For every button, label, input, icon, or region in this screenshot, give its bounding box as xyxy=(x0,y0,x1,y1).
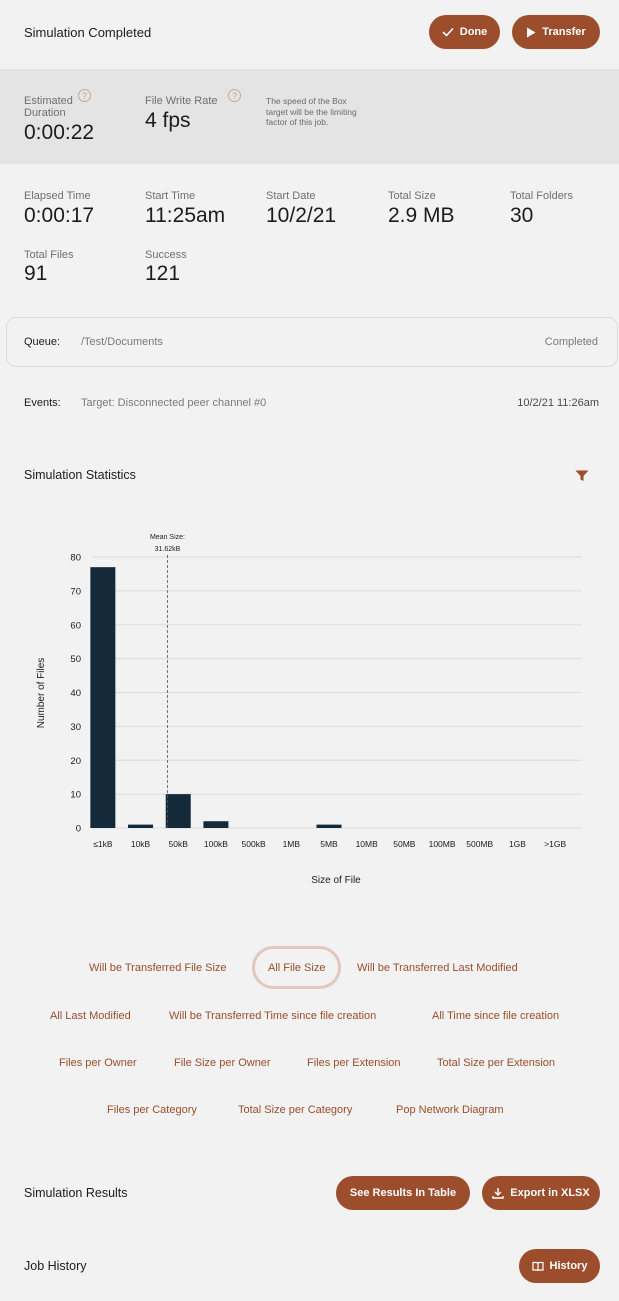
stat-label: Success xyxy=(145,249,187,261)
x-tick-label: 1GB xyxy=(509,839,526,849)
x-tick-label: 500kB xyxy=(242,839,266,849)
filter-icon[interactable] xyxy=(575,470,589,482)
x-tick-label: ≤1kB xyxy=(93,839,113,849)
y-tick-label: 10 xyxy=(70,790,81,801)
x-tick-label: 100kB xyxy=(204,839,228,849)
x-axis-label: Size of File xyxy=(311,875,361,886)
filter-files-per-extension[interactable]: Files per Extension xyxy=(307,1057,401,1069)
bar-100kB xyxy=(203,821,229,828)
y-tick-label: 40 xyxy=(70,688,81,699)
rate-help-icon[interactable]: ? xyxy=(228,89,241,102)
export-xlsx-button[interactable]: Export in XLSX xyxy=(482,1176,600,1210)
chart-grid xyxy=(92,556,582,829)
stat-value: 91 xyxy=(24,262,48,285)
stat-value: 10/2/21 xyxy=(266,204,337,227)
y-tick-label: 80 xyxy=(70,553,81,564)
y-axis-ticks: 0 10 20 30 40 50 60 70 80 xyxy=(70,553,81,835)
y-tick-label: 50 xyxy=(70,654,81,665)
mean-annotation: Mean Size: 31.62kB xyxy=(150,534,185,828)
y-tick-label: 60 xyxy=(70,620,81,631)
file-size-histogram: 0 10 20 30 40 50 60 70 80 ≤1kB 10kB 50kB 100kB 500kB… xyxy=(36,534,582,886)
transfer-button[interactable]: Transfer xyxy=(512,15,600,49)
mean-annotation-value: 31.62kB xyxy=(155,546,181,553)
x-tick-label: 100MB xyxy=(429,839,456,849)
queue-row[interactable] xyxy=(6,317,618,367)
x-tick-label: 50kB xyxy=(169,839,189,849)
filter-all-file-size[interactable]: All File Size xyxy=(268,962,326,974)
job-history-title: Job History xyxy=(24,1259,87,1273)
bar-50kB xyxy=(165,794,191,828)
duration-help-icon[interactable]: ? xyxy=(78,89,91,102)
rate-note: The speed of the Box target will be the … xyxy=(266,96,357,127)
stat-value: 2.9 MB xyxy=(388,204,455,227)
download-icon xyxy=(492,1188,504,1199)
stat-value: 0:00:17 xyxy=(24,204,95,227)
filter-total-size-per-category[interactable]: Total Size per Category xyxy=(238,1104,353,1116)
file-write-rate-label: File Write Rate xyxy=(145,95,218,107)
stat-value: 11:25am xyxy=(145,204,226,227)
stat-label: Total Files xyxy=(24,249,74,261)
queue-path: /Test/Documents xyxy=(81,336,163,348)
results-title: Simulation Results xyxy=(24,1186,128,1200)
stat-label: Total Folders xyxy=(510,190,573,202)
active-filter-indicator xyxy=(252,946,341,989)
stat-label: Elapsed Time xyxy=(24,190,91,202)
filter-all-last-modified[interactable]: All Last Modified xyxy=(50,1010,131,1022)
x-axis-ticks: ≤1kB 10kB 50kB 100kB 500kB 1MB 5MB 10MB 50MB 100M… xyxy=(93,839,566,849)
book-icon xyxy=(531,1261,544,1271)
events-label: Events: xyxy=(24,397,61,409)
stat-label: Total Size xyxy=(388,190,436,202)
mean-annotation-title: Mean Size: xyxy=(150,534,185,541)
y-tick-label: 30 xyxy=(70,722,81,733)
bar-≤1kB xyxy=(90,567,116,828)
filter-total-size-per-extension[interactable]: Total Size per Extension xyxy=(437,1057,556,1069)
stat-label: Start Time xyxy=(145,190,196,202)
estimate-panel xyxy=(0,69,619,164)
play-icon xyxy=(527,27,536,37)
check-icon xyxy=(442,27,454,37)
filter-transferred-time-since-creation[interactable]: Will be Transferred Time since file crea… xyxy=(169,1010,377,1022)
stat-value: 121 xyxy=(145,262,181,285)
x-tick-label: 5MB xyxy=(320,839,338,849)
filter-pop-network-diagram[interactable]: Pop Network Diagram xyxy=(396,1104,504,1116)
see-results-table-button[interactable]: See Results In Table xyxy=(336,1176,470,1210)
y-tick-label: 0 xyxy=(76,824,81,835)
stat-label: Start Date xyxy=(266,190,316,202)
y-axis-label: Number of Files xyxy=(36,658,47,729)
x-tick-label: 10kB xyxy=(131,839,151,849)
queue-status: Completed xyxy=(544,336,598,348)
y-tick-label: 20 xyxy=(70,756,81,767)
filter-transferred-file-size[interactable]: Will be Transferred File Size xyxy=(89,962,227,974)
done-label: Done xyxy=(459,26,488,38)
file-write-rate-value: 4 fps xyxy=(145,109,191,132)
done-button[interactable]: Done xyxy=(429,15,500,49)
filter-files-per-category[interactable]: Files per Category xyxy=(107,1104,197,1116)
x-tick-label: 50MB xyxy=(393,839,416,849)
filter-transferred-last-modified[interactable]: Will be Transferred Last Modified xyxy=(357,962,518,974)
x-tick-label: >1GB xyxy=(544,839,566,849)
x-tick-label: 500MB xyxy=(466,839,493,849)
x-tick-label: 1MB xyxy=(283,839,301,849)
estimated-duration-label: Estimated Duration xyxy=(24,95,73,119)
events-time: 10/2/21 11:26am xyxy=(517,397,599,409)
filter-files-per-owner[interactable]: Files per Owner xyxy=(59,1057,137,1069)
export-xlsx-label: Export in XLSX xyxy=(510,1187,590,1199)
filter-all-time-since-creation[interactable]: All Time since file creation xyxy=(432,1010,560,1022)
statistics-title: Simulation Statistics xyxy=(24,468,136,482)
page-title: Simulation Completed xyxy=(24,25,152,40)
queue-label: Queue: xyxy=(24,336,61,348)
x-tick-label: 10MB xyxy=(356,839,379,849)
bar-10kB xyxy=(128,824,154,828)
see-results-table-label: See Results In Table xyxy=(349,1187,457,1199)
events-message: Target: Disconnected peer channel #0 xyxy=(81,397,267,409)
chart-bars xyxy=(90,567,342,828)
bar-5MB xyxy=(316,824,342,828)
filter-file-size-per-owner[interactable]: File Size per Owner xyxy=(174,1057,271,1069)
transfer-label: Transfer xyxy=(542,26,586,38)
y-tick-label: 70 xyxy=(70,586,81,597)
estimated-duration-value: 0:00:22 xyxy=(24,121,95,144)
stat-value: 30 xyxy=(510,204,534,227)
history-button[interactable]: History xyxy=(519,1249,600,1283)
history-label: History xyxy=(549,1260,588,1272)
